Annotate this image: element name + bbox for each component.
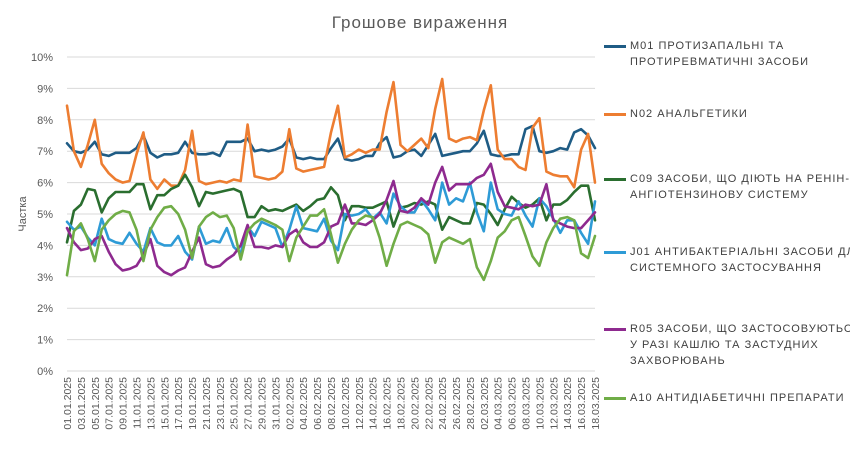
y-axis-ticks: 0% 1% 2% 3% 4% 5% 6% 7% 8% 9% 10%	[31, 52, 53, 378]
x-tick-label: 18.02.2025	[395, 377, 407, 430]
x-tick-label: 03.01.2025	[76, 377, 88, 430]
x-tick-label: 12.02.2025	[354, 377, 366, 430]
series-line	[65, 181, 597, 261]
x-axis-ticks: 01.01.2025 03.01.2025 05.01.2025 07.01.2025…	[62, 377, 602, 430]
y-tick-label: 6%	[37, 178, 53, 190]
x-tick-label: 16.03.2025	[576, 377, 588, 430]
legend-label: A10 АНТИДІАБЕТИЧНІ ПРЕПАРАТИ	[630, 392, 845, 404]
series-line	[65, 124, 597, 162]
legend-label: M01 ПРОТИЗАПАЛЬНІ ТА ПРОТИРЕВМАТИЧНІ ЗАС…	[630, 40, 809, 68]
series-line	[65, 162, 597, 277]
x-tick-label: 14.03.2025	[562, 377, 574, 430]
legend-swatch	[604, 251, 626, 254]
x-tick-label: 12.03.2025	[548, 377, 560, 430]
legend-item: N02 АНАЛЬГЕТИКИ	[604, 106, 850, 122]
legend-swatch	[604, 328, 626, 331]
x-tick-label: 02.03.2025	[479, 377, 491, 430]
y-tick-label: 2%	[37, 303, 53, 315]
legend-item: R05 ЗАСОБИ, ЩО ЗАСТОСОВУЮТЬСЯ У РАЗІ КАШ…	[604, 321, 850, 369]
x-tick-label: 27.01.2025	[243, 377, 255, 430]
x-tick-label: 16.02.2025	[382, 377, 394, 430]
series-lines	[65, 77, 597, 282]
x-tick-label: 19.01.2025	[187, 377, 199, 430]
x-tick-label: 04.03.2025	[493, 377, 505, 430]
y-axis-label: Частка	[17, 196, 29, 232]
x-tick-label: 20.02.2025	[409, 377, 421, 430]
x-tick-label: 24.02.2025	[437, 377, 449, 430]
x-tick-label: 13.01.2025	[145, 377, 157, 430]
x-tick-label: 21.01.2025	[201, 377, 213, 430]
legend-item: J01 АНТИБАКТЕРІАЛЬНІ ЗАСОБИ ДЛЯ СИСТЕМНО…	[604, 244, 850, 276]
legend-label: C09 ЗАСОБИ, ЩО ДІЮТЬ НА РЕНІН-АНГІОТЕНЗИ…	[630, 173, 850, 201]
x-tick-label: 25.01.2025	[229, 377, 241, 430]
x-tick-label: 06.03.2025	[507, 377, 519, 430]
legend-item: A10 АНТИДІАБЕТИЧНІ ПРЕПАРАТИ	[604, 390, 850, 406]
legend-swatch	[604, 178, 626, 181]
x-tick-label: 09.01.2025	[118, 377, 130, 430]
x-tick-label: 26.02.2025	[451, 377, 463, 430]
y-tick-label: 4%	[37, 240, 53, 252]
y-tick-label: 8%	[37, 115, 53, 127]
x-tick-label: 23.01.2025	[215, 377, 227, 430]
x-tick-label: 10.02.2025	[340, 377, 352, 430]
x-tick-label: 07.01.2025	[104, 377, 116, 430]
legend-label: J01 АНТИБАКТЕРІАЛЬНІ ЗАСОБИ ДЛЯ СИСТЕМНО…	[630, 246, 850, 274]
y-tick-label: 0%	[37, 366, 53, 378]
x-tick-label: 01.01.2025	[62, 377, 74, 430]
legend-swatch	[604, 397, 626, 400]
x-tick-label: 08.03.2025	[521, 377, 533, 430]
y-tick-label: 7%	[37, 146, 53, 158]
x-tick-label: 28.02.2025	[465, 377, 477, 430]
legend-label: N02 АНАЛЬГЕТИКИ	[630, 108, 748, 120]
y-tick-label: 9%	[37, 83, 53, 95]
x-tick-label: 15.01.2025	[159, 377, 171, 430]
y-tick-label: 3%	[37, 272, 53, 284]
grid-lines	[67, 56, 595, 372]
x-tick-label: 08.02.2025	[326, 377, 338, 430]
x-tick-label: 29.01.2025	[257, 377, 269, 430]
legend-item: M01 ПРОТИЗАПАЛЬНІ ТА ПРОТИРЕВМАТИЧНІ ЗАС…	[604, 38, 850, 70]
legend-label: R05 ЗАСОБИ, ЩО ЗАСТОСОВУЮТЬСЯ У РАЗІ КАШ…	[630, 323, 850, 367]
y-tick-label: 10%	[31, 52, 53, 64]
x-tick-label: 14.02.2025	[368, 377, 380, 430]
x-tick-label: 18.03.2025	[590, 377, 602, 430]
y-tick-label: 5%	[37, 209, 53, 221]
x-tick-label: 02.02.2025	[284, 377, 296, 430]
series-line	[65, 77, 597, 191]
x-tick-label: 05.01.2025	[90, 377, 102, 430]
chart-title: Грошове вираження	[332, 13, 509, 32]
x-tick-label: 11.01.2025	[131, 377, 143, 429]
y-tick-label: 1%	[37, 335, 53, 347]
series-line	[65, 204, 597, 282]
legend-swatch	[604, 113, 626, 116]
x-tick-label: 31.01.2025	[270, 377, 282, 430]
x-tick-label: 06.02.2025	[312, 377, 324, 430]
x-tick-label: 10.03.2025	[534, 377, 546, 430]
legend-item: C09 ЗАСОБИ, ЩО ДІЮТЬ НА РЕНІН-АНГІОТЕНЗИ…	[604, 171, 850, 203]
x-tick-label: 22.02.2025	[423, 377, 435, 430]
x-tick-label: 04.02.2025	[298, 377, 310, 430]
series-line	[65, 173, 597, 244]
x-tick-label: 17.01.2025	[173, 377, 185, 430]
legend-swatch	[604, 45, 626, 48]
